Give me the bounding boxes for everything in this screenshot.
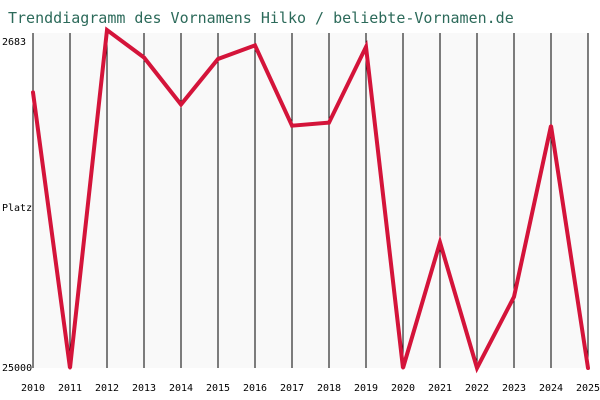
plot-area xyxy=(33,33,588,368)
data-point-2012 xyxy=(105,28,109,32)
series-line xyxy=(31,26,590,374)
grid-lines xyxy=(32,33,589,368)
x-tick-2016: 2016 xyxy=(243,383,267,394)
data-point-2014 xyxy=(179,103,183,106)
data-points xyxy=(31,28,590,370)
data-point-2021 xyxy=(438,240,442,244)
data-point-2013 xyxy=(142,56,146,59)
x-tick-2017: 2017 xyxy=(280,383,304,394)
x-tick-2022: 2022 xyxy=(465,383,489,394)
x-tick-2024: 2024 xyxy=(539,383,563,394)
data-point-2019 xyxy=(364,45,368,49)
x-tick-labels: 2010 2011 2012 2013 2014 2015 2016 2017 2018 2019… xyxy=(21,383,600,394)
data-point-2023 xyxy=(512,295,516,299)
data-point-2018 xyxy=(327,121,331,125)
y-axis-label: Platz xyxy=(2,203,32,214)
data-point-2015 xyxy=(216,57,220,61)
x-tick-2011: 2011 xyxy=(58,383,82,394)
x-tick-2013: 2013 xyxy=(132,383,156,394)
data-point-2025 xyxy=(586,366,590,370)
x-tick-2012: 2012 xyxy=(95,383,119,394)
y-tick-bottom: 25000 xyxy=(2,363,32,374)
chart-title: Trenddiagramm des Vornamens Hilko / beli… xyxy=(8,9,514,27)
data-point-2010 xyxy=(31,90,35,94)
x-tick-2010: 2010 xyxy=(21,383,45,394)
x-tick-2019: 2019 xyxy=(354,383,378,394)
y-tick-top: 2683 xyxy=(2,37,26,48)
data-point-2022 xyxy=(475,366,479,370)
x-tick-2015: 2015 xyxy=(206,383,230,394)
data-point-2020 xyxy=(401,366,405,370)
x-tick-2020: 2020 xyxy=(391,383,415,394)
x-tick-2021: 2021 xyxy=(428,383,452,394)
data-point-2011 xyxy=(68,366,72,370)
data-point-2017 xyxy=(290,124,294,128)
x-tick-2018: 2018 xyxy=(317,383,341,394)
x-tick-2014: 2014 xyxy=(169,383,193,394)
x-tick-2025: 2025 xyxy=(576,383,600,394)
data-point-2016 xyxy=(253,43,257,47)
data-point-2024 xyxy=(549,124,553,128)
x-tick-2023: 2023 xyxy=(502,383,526,394)
